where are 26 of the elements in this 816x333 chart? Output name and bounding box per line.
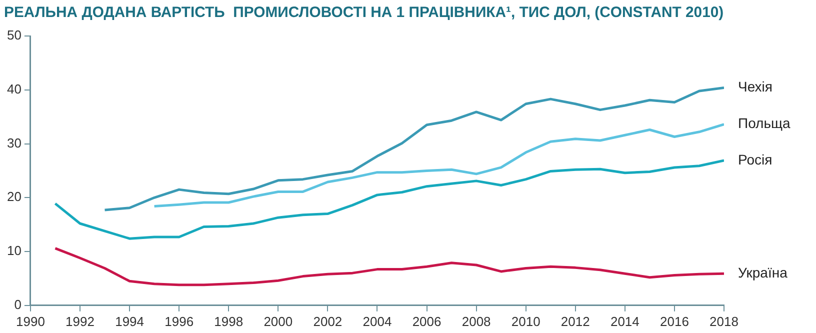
x-tick-label: 2014 — [610, 314, 640, 329]
y-tick-label: 50 — [6, 28, 22, 43]
x-tick-label: 2010 — [511, 314, 540, 329]
x-tick-label: 2000 — [264, 314, 293, 329]
x-tick-label: 2006 — [412, 314, 442, 329]
y-tick-label: 10 — [6, 243, 22, 258]
series-label: Україна — [738, 264, 788, 280]
x-tick-label: 2008 — [462, 314, 491, 329]
x-tick-label: 1998 — [214, 314, 244, 329]
x-tick-label: 1996 — [164, 314, 194, 329]
x-tick-label: 1992 — [66, 314, 94, 329]
x-tick-label: 2018 — [710, 314, 738, 329]
x-tick-label: 2012 — [560, 314, 590, 329]
y-tick-label: 0 — [14, 296, 22, 312]
x-tick-label: 2002 — [313, 314, 342, 329]
y-tick-label: 30 — [6, 135, 22, 150]
series-label: Росія — [738, 151, 772, 168]
x-tick-label: 1990 — [16, 314, 45, 329]
y-tick-label: 40 — [6, 81, 22, 96]
chart-title: РЕАЛЬНА ДОДАНА ВАРТІСТЬ ПРОМИСЛОВОСТІ НА 1 ПРАЦІВНИКА¹, ТИС ДОЛ, (CONSTANT 2010) — [4, 4, 724, 22]
y-tick-label: 20 — [6, 189, 22, 204]
series-label: Польща — [738, 115, 791, 132]
x-tick-label: 2016 — [660, 314, 689, 329]
x-tick-label: 1994 — [115, 314, 144, 329]
series-label: Чехія — [738, 78, 773, 95]
x-tick-label: 2004 — [362, 314, 392, 329]
